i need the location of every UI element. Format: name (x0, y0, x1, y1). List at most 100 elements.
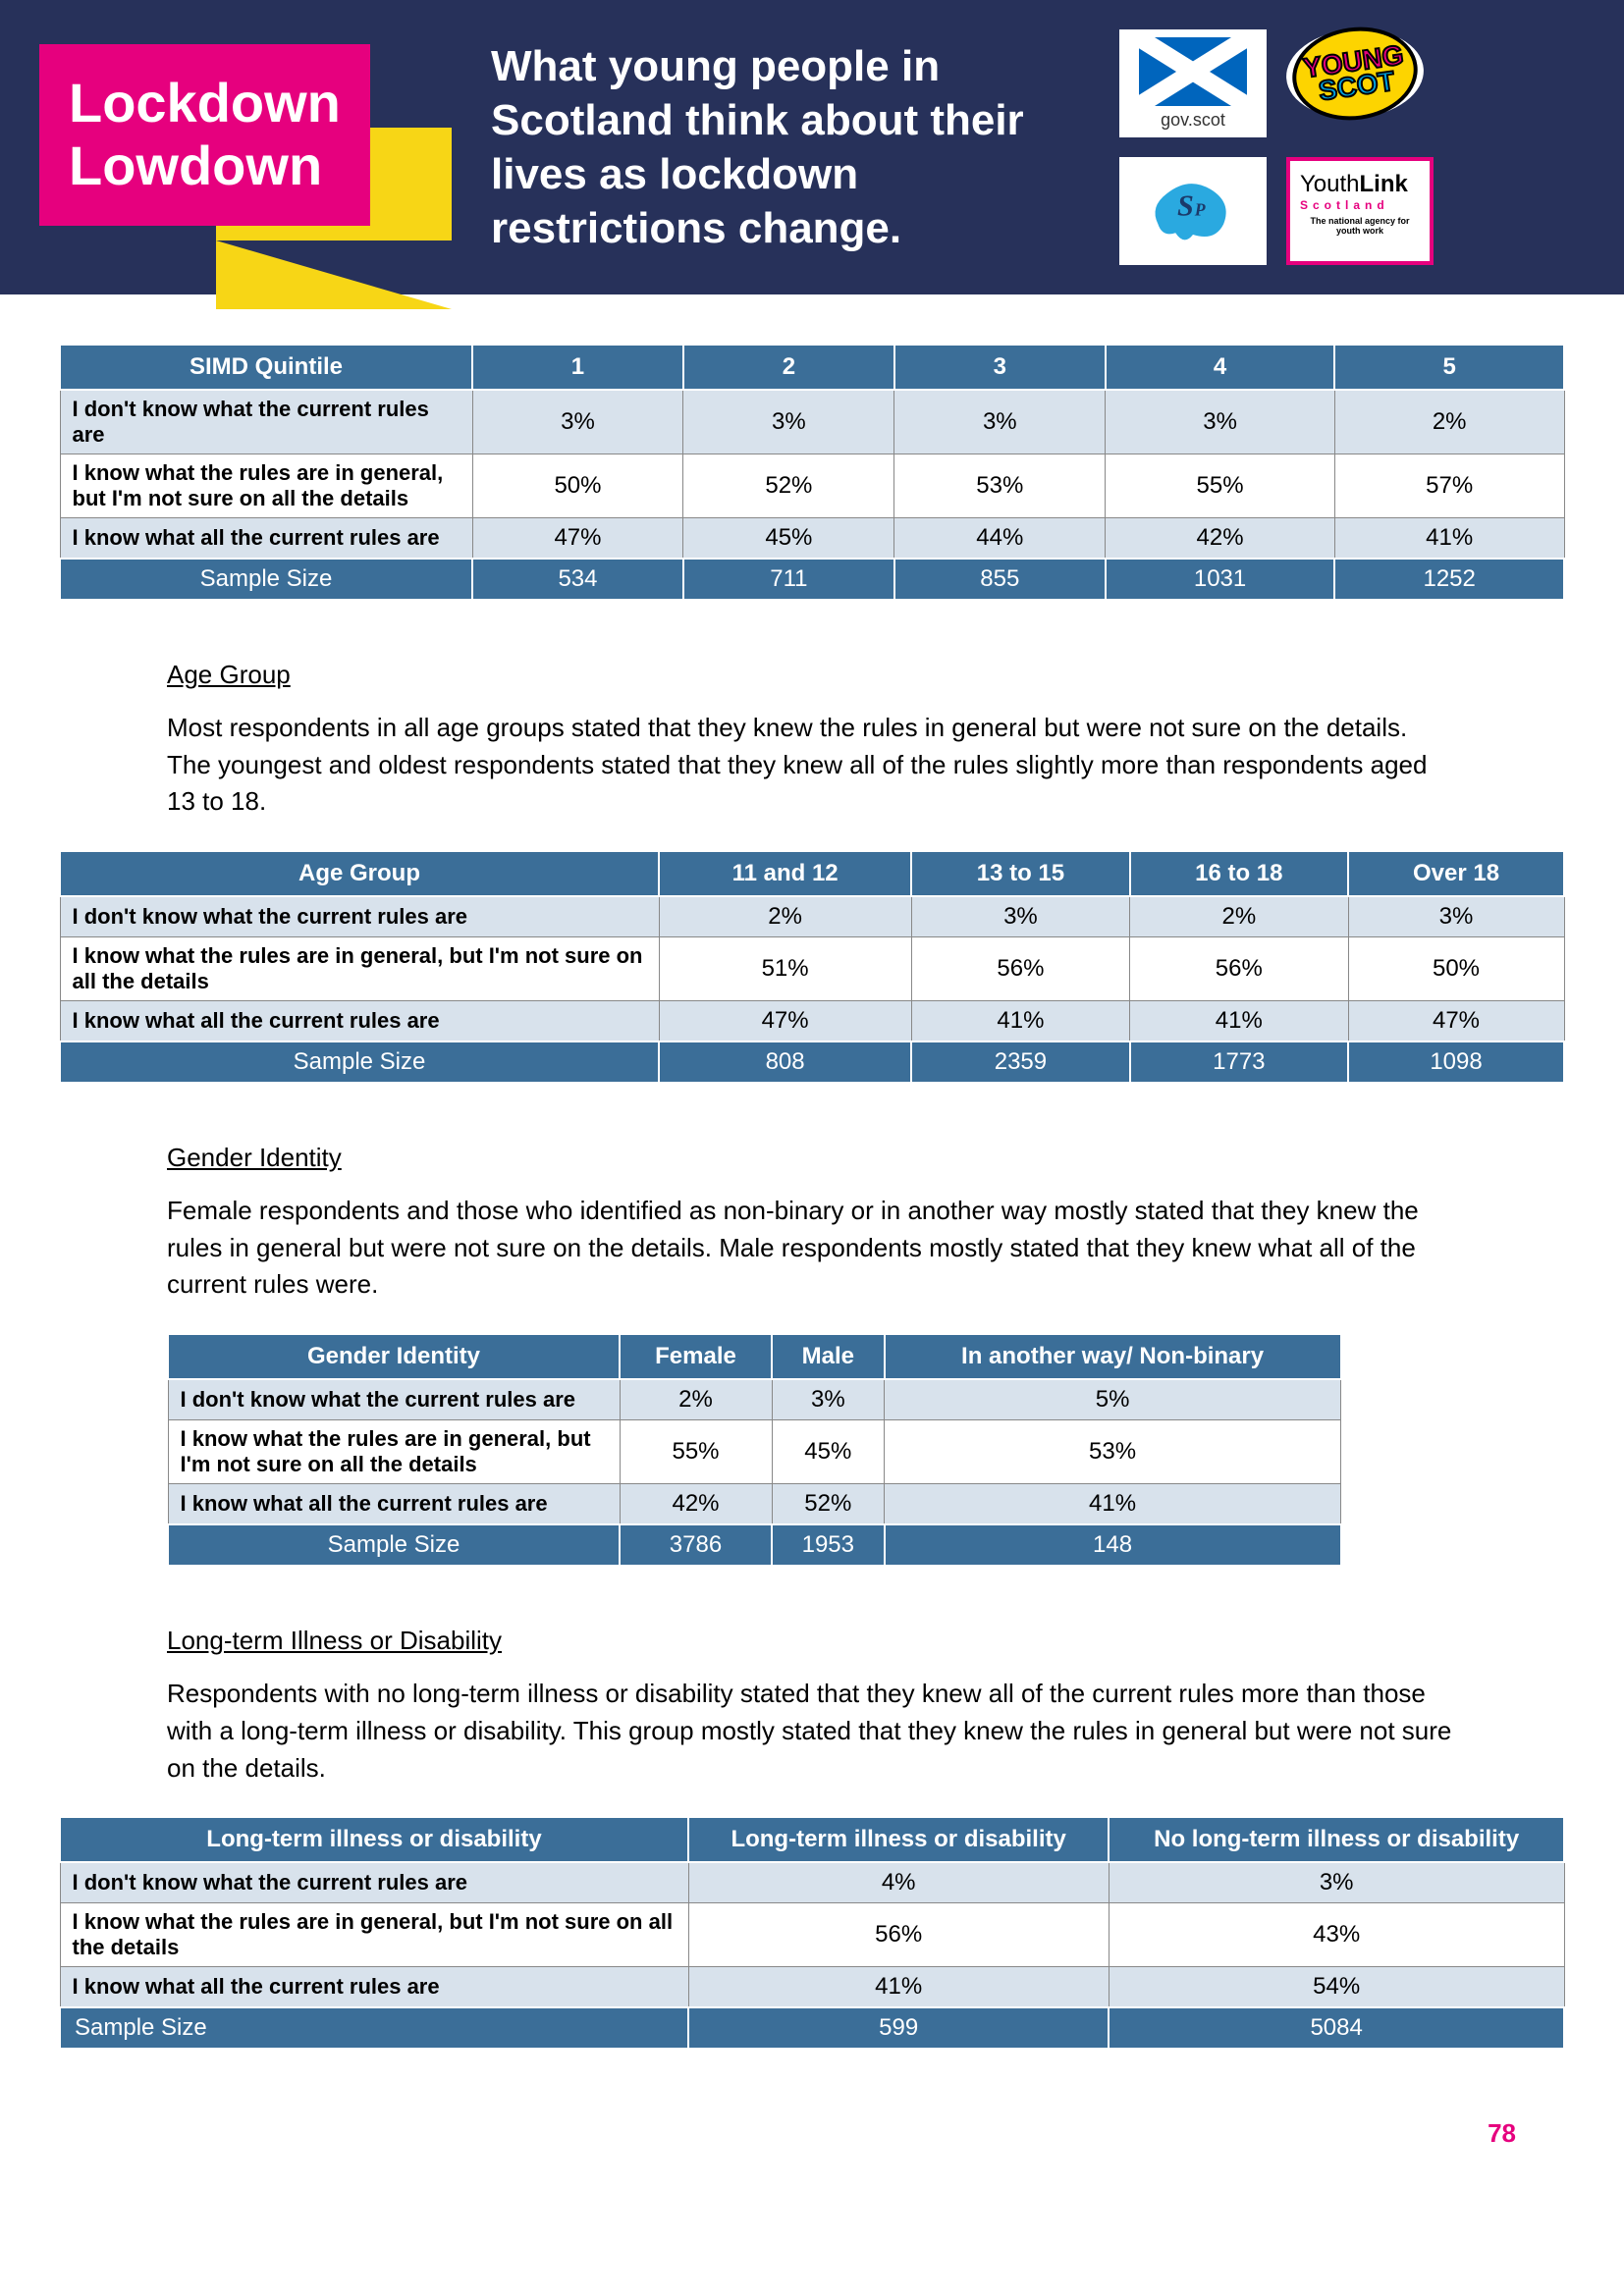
gender-col: Female (620, 1334, 772, 1379)
page-header: Lockdown Lowdown What young people in Sc… (0, 0, 1624, 294)
row-label: I don't know what the current rules are (60, 1862, 688, 1903)
cell: 41% (1130, 1001, 1348, 1042)
table-row: I know what all the current rules are41%… (60, 1967, 1564, 2008)
cell: 42% (620, 1484, 772, 1525)
age-para: Most respondents in all age groups state… (167, 710, 1457, 821)
sample-row: Sample Size5995084 (60, 2007, 1564, 2049)
sample-row: Sample Size808235917731098 (60, 1041, 1564, 1083)
govscot-label: gov.scot (1161, 110, 1225, 131)
gender-section: Gender Identity Female respondents and t… (167, 1143, 1457, 1304)
sample-label: Sample Size (60, 2007, 688, 2049)
gender-table: Gender Identity Female Male In another w… (167, 1333, 1342, 1567)
cell: 45% (772, 1420, 885, 1484)
cell: 47% (472, 518, 683, 560)
sample-val: 1252 (1334, 559, 1564, 600)
sample-val: 1773 (1130, 1041, 1348, 1083)
simd-col-3: 3 (894, 345, 1106, 390)
cell: 41% (1334, 518, 1564, 560)
cell: 53% (894, 454, 1106, 518)
cell: 2% (620, 1379, 772, 1420)
age-col: 11 and 12 (659, 851, 911, 896)
cell: 47% (1348, 1001, 1564, 1042)
cell: 41% (885, 1484, 1341, 1525)
cell: 45% (683, 518, 894, 560)
table-header-row: SIMD Quintile 1 2 3 4 5 (60, 345, 1564, 390)
sample-label: Sample Size (60, 559, 472, 600)
page-content: SIMD Quintile 1 2 3 4 5 I don't know wha… (0, 294, 1624, 2118)
cell: 41% (911, 1001, 1129, 1042)
cell: 54% (1109, 1967, 1564, 2008)
sample-val: 711 (683, 559, 894, 600)
simd-col-2: 2 (683, 345, 894, 390)
cell: 56% (1130, 937, 1348, 1001)
gender-col: Male (772, 1334, 885, 1379)
sample-row: Sample Size53471185510311252 (60, 559, 1564, 600)
syp-icon: S P (1139, 172, 1247, 250)
cell: 3% (1109, 1862, 1564, 1903)
cell: 44% (894, 518, 1106, 560)
row-label: I don't know what the current rules are (60, 896, 659, 937)
sample-val: 1953 (772, 1524, 885, 1566)
cell: 57% (1334, 454, 1564, 518)
cell: 3% (472, 390, 683, 454)
logo-line1: Lockdown (69, 72, 341, 134)
cell: 56% (688, 1903, 1109, 1967)
sample-label: Sample Size (60, 1041, 659, 1083)
sample-val: 855 (894, 559, 1106, 600)
govscot-badge: gov.scot (1119, 29, 1267, 137)
cell: 2% (1130, 896, 1348, 937)
cell: 55% (620, 1420, 772, 1484)
logo-line2: Lowdown (69, 134, 341, 197)
cell: 43% (1109, 1903, 1564, 1967)
row-label: I know what all the current rules are (60, 518, 472, 560)
table-row: I don't know what the current rules are4… (60, 1862, 1564, 1903)
youngscot-badge: YOUNG SCOT (1283, 25, 1427, 123)
youthlink-badge: YouthLink Scotland The national agency f… (1286, 157, 1434, 265)
table-row: I know what the rules are in general, bu… (60, 937, 1564, 1001)
table-header-row: Long-term illness or disability Long-ter… (60, 1817, 1564, 1862)
row-label: I know what the rules are in general, bu… (60, 1903, 688, 1967)
gender-title: Gender Identity (167, 1143, 1457, 1173)
cell: 50% (1348, 937, 1564, 1001)
cell: 41% (688, 1967, 1109, 2008)
row-label: I know what all the current rules are (168, 1484, 620, 1525)
row-label: I know what all the current rules are (60, 1967, 688, 2008)
disability-table: Long-term illness or disability Long-ter… (59, 1816, 1565, 2050)
simd-table: SIMD Quintile 1 2 3 4 5 I don't know wha… (59, 344, 1565, 601)
disability-title: Long-term Illness or Disability (167, 1626, 1457, 1656)
sample-label: Sample Size (168, 1524, 620, 1566)
table-row: I don't know what the current rules are3… (60, 390, 1564, 454)
cell: 52% (772, 1484, 885, 1525)
cell: 51% (659, 937, 911, 1001)
syp-badge: S P (1119, 157, 1267, 265)
lockdown-lowdown-logo: Lockdown Lowdown (39, 34, 452, 260)
saltire-icon (1139, 37, 1247, 106)
table-header-row: Gender Identity Female Male In another w… (168, 1334, 1341, 1379)
table-row: I know what the rules are in general, bu… (60, 1903, 1564, 1967)
youthlink-title: YouthLink (1300, 171, 1420, 198)
row-label: I know what all the current rules are (60, 1001, 659, 1042)
table-row: I don't know what the current rules are2… (168, 1379, 1341, 1420)
cell: 47% (659, 1001, 911, 1042)
cell: 3% (911, 896, 1129, 937)
partner-badges: gov.scot YOUNG SCOT S P YouthLink Scotla… (1119, 29, 1434, 265)
youthlink-inner: YouthLink Scotland The national agency f… (1286, 157, 1434, 265)
table-row: I know what the rules are in general, bu… (168, 1420, 1341, 1484)
disability-section: Long-term Illness or Disability Responde… (167, 1626, 1457, 1787)
sample-val: 3786 (620, 1524, 772, 1566)
age-table: Age Group 11 and 12 13 to 15 16 to 18 Ov… (59, 850, 1565, 1084)
youthlink-scotland: Scotland (1300, 198, 1420, 212)
table-row: I know what all the current rules are42%… (168, 1484, 1341, 1525)
sample-row: Sample Size37861953148 (168, 1524, 1341, 1566)
table-row: I don't know what the current rules are 2… (60, 896, 1564, 937)
youthlink-subtitle: The national agency for youth work (1300, 216, 1420, 236)
disability-para: Respondents with no long-term illness or… (167, 1676, 1457, 1787)
sample-val: 1098 (1348, 1041, 1564, 1083)
simd-header-label: SIMD Quintile (60, 345, 472, 390)
disability-header-label: Long-term illness or disability (60, 1817, 688, 1862)
sample-val: 5084 (1109, 2007, 1564, 2049)
logo-text-box: Lockdown Lowdown (39, 44, 370, 226)
cell: 42% (1106, 518, 1335, 560)
cell: 55% (1106, 454, 1335, 518)
cell: 3% (1348, 896, 1564, 937)
